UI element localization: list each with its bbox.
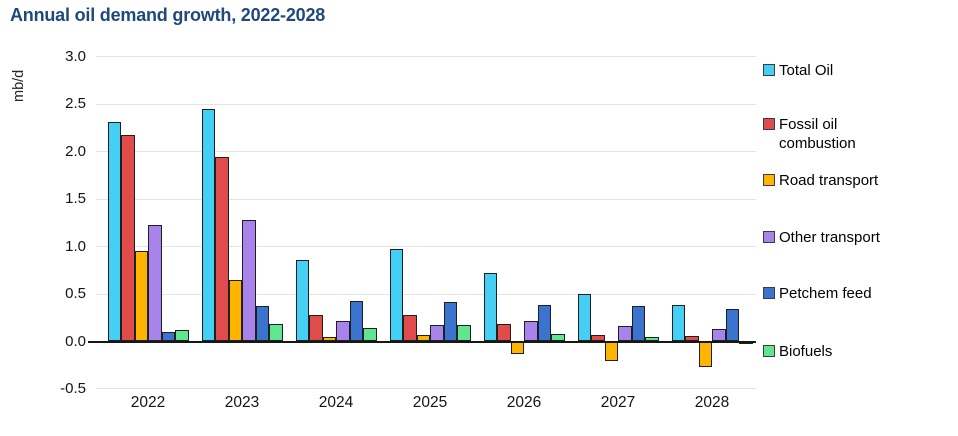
bar-road-transport (698, 341, 712, 368)
legend-label: Other transport (779, 229, 880, 246)
gridline (96, 246, 756, 248)
bar-total-oil (671, 304, 685, 342)
bar-petchem-feed (443, 301, 457, 342)
legend-swatch-icon (763, 231, 775, 243)
bar-total-oil (577, 294, 591, 342)
y-tick-label: 2.5 (65, 95, 86, 113)
bar-fossil-oil-combustion (121, 134, 135, 342)
y-tick-label: 3.0 (65, 47, 86, 65)
bar-biofuels (363, 328, 377, 342)
gridline (96, 56, 756, 58)
bar-fossil-oil-combustion (403, 314, 417, 342)
bar-total-oil (107, 122, 121, 342)
bar-total-oil (483, 273, 497, 342)
legend-swatch-icon (763, 174, 775, 186)
legend-label: Road transport (779, 172, 879, 189)
legend-swatch-icon (763, 287, 775, 299)
gridline (96, 198, 756, 200)
legend-label: Biofuels (779, 343, 833, 360)
bar-biofuels (457, 325, 471, 342)
legend-item-total-oil: Total Oil (763, 61, 833, 80)
legend-item-road-transport: Road transport (763, 171, 878, 190)
bar-petchem-feed (725, 309, 739, 342)
x-axis-zero-line (88, 340, 756, 343)
bar-petchem-feed (537, 305, 551, 342)
legend-item-biofuels: Biofuels (763, 342, 832, 361)
y-tick-label: 0.0 (65, 332, 86, 350)
bar-biofuels (269, 324, 283, 342)
gridline (96, 151, 756, 153)
legend-item-fossil-oil-combustion: Fossil oil combustion (763, 115, 905, 153)
x-tick-label: 2023 (224, 394, 260, 411)
x-tick-label: 2024 (318, 394, 354, 411)
bar-fossil-oil-combustion (215, 156, 229, 342)
bar-other-transport (336, 320, 350, 342)
legend-swatch-icon (763, 118, 775, 130)
y-tick-label: 1.5 (65, 190, 86, 208)
legend-label: Petchem feed (779, 285, 872, 302)
y-tick-label: 1.0 (65, 237, 86, 255)
legend: Total Oil Fossil oil combustion Road trans… (763, 50, 955, 380)
bar-petchem-feed (349, 300, 363, 342)
legend-label: Fossil oil combustion (779, 116, 856, 152)
bar-other-transport (524, 320, 538, 342)
bar-other-transport (618, 326, 632, 342)
x-tick-label: 2027 (600, 394, 636, 411)
x-tick-label: 2028 (694, 394, 730, 411)
bar-petchem-feed (255, 306, 269, 342)
gridline (96, 293, 756, 295)
legend-label: Total Oil (779, 62, 834, 79)
bar-petchem-feed (631, 306, 645, 342)
legend-item-petchem-feed: Petchem feed (763, 284, 872, 303)
bar-total-oil (389, 249, 403, 342)
legend-swatch-icon (763, 64, 775, 76)
bar-road-transport (228, 279, 242, 342)
bar-total-oil (295, 259, 309, 342)
bar-total-oil (201, 109, 215, 342)
bar-fossil-oil-combustion (309, 314, 323, 342)
bar-road-transport (604, 341, 618, 362)
legend-item-other-transport: Other transport (763, 228, 880, 247)
bar-road-transport (510, 341, 524, 354)
bar-fossil-oil-combustion (497, 324, 511, 342)
chart-title: Annual oil demand growth, 2022-2028 (10, 5, 326, 25)
y-tick-label: -0.5 (60, 379, 86, 397)
gridline (96, 103, 756, 105)
x-tick-label: 2025 (412, 394, 448, 411)
bar-other-transport (148, 224, 162, 342)
legend-swatch-icon (763, 345, 775, 357)
y-tick-label: 0.5 (65, 285, 86, 303)
bar-other-transport (242, 220, 256, 342)
bar-other-transport (430, 325, 444, 342)
y-axis-label: mb/d (11, 69, 27, 102)
bar-road-transport (134, 251, 148, 342)
x-tick-label: 2022 (130, 394, 166, 411)
x-tick-label: 2026 (506, 394, 542, 411)
y-tick-label: 2.0 (65, 142, 86, 160)
gridline (96, 388, 756, 390)
